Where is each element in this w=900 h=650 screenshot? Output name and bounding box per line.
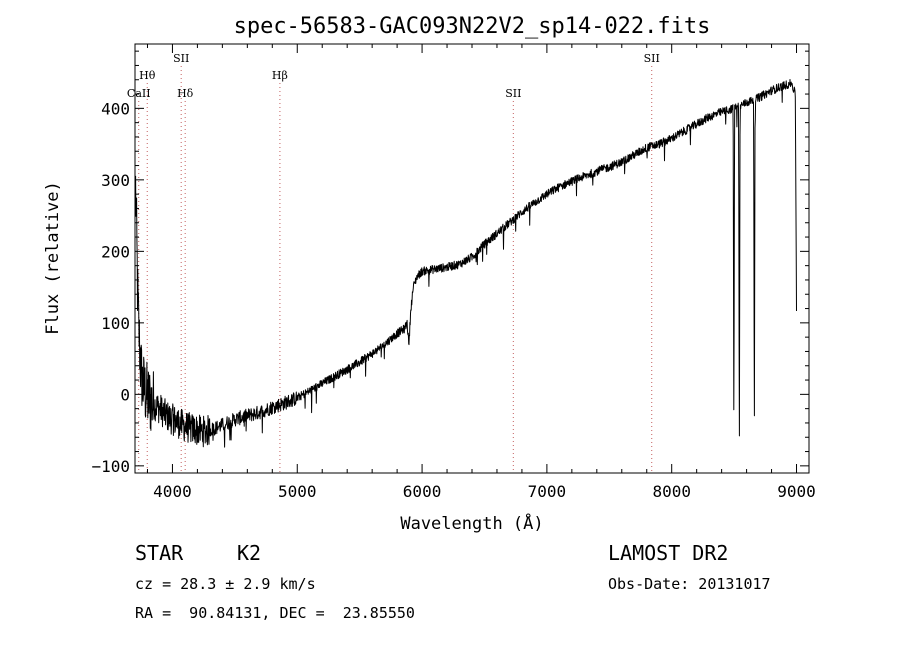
x-tick-label: 7000 xyxy=(528,482,567,501)
spectral-line-label: SII xyxy=(173,52,189,65)
spectral-line-markers: CaII Hθ SII Hδ Hβ SII SII xyxy=(127,52,660,473)
x-tick-label: 6000 xyxy=(403,482,442,501)
y-tick-label: 400 xyxy=(101,99,130,118)
y-tick-label: 300 xyxy=(101,171,130,190)
object-subclass: K2 xyxy=(237,541,262,565)
y-tick-label: 100 xyxy=(101,314,130,333)
y-tick-label: −100 xyxy=(91,457,130,476)
spectral-line-label: Hθ xyxy=(139,69,156,82)
spectrum-line xyxy=(135,79,797,448)
x-axis-label: Wavelength (Å) xyxy=(400,512,543,534)
chart-title: spec-56583-GAC093N22V2_sp14-022.fits xyxy=(234,14,711,39)
survey-name: LAMOST DR2 xyxy=(608,541,729,565)
y-axis-label: Flux (relative) xyxy=(43,181,63,335)
x-axis: 4000 5000 6000 7000 8000 9000 xyxy=(146,44,816,501)
spectral-line-label: SII xyxy=(505,87,521,100)
observation-date: Obs-Date: 20131017 xyxy=(608,575,771,593)
spectral-line-label: Hβ xyxy=(272,69,288,82)
spectrum-series xyxy=(135,79,797,448)
y-axis: −100 0 100 200 300 400 xyxy=(91,50,809,476)
y-tick-label: 0 xyxy=(120,385,130,404)
x-tick-label: 5000 xyxy=(278,482,317,501)
y-tick-label: 200 xyxy=(101,242,130,261)
spectral-line-label: CaII xyxy=(127,87,151,100)
x-tick-label: 8000 xyxy=(652,482,691,501)
x-tick-label: 9000 xyxy=(777,482,816,501)
sky-coordinates: RA = 90.84131, DEC = 23.85550 xyxy=(135,604,415,622)
object-type: STAR xyxy=(135,541,184,565)
x-tick-label: 4000 xyxy=(153,482,192,501)
redshift-velocity: cz = 28.3 ± 2.9 km/s xyxy=(135,575,316,593)
spectral-line-label: SII xyxy=(644,52,660,65)
spectral-line-label: Hδ xyxy=(177,87,194,100)
